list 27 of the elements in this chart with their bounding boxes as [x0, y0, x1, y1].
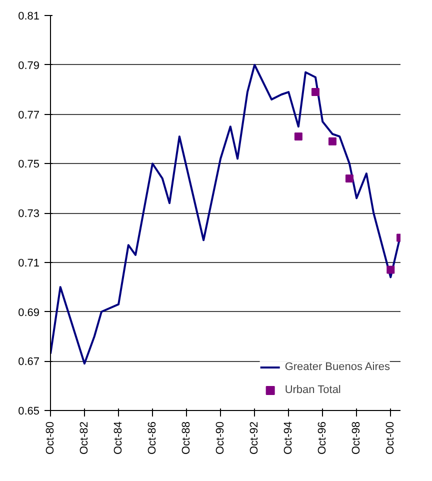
point: [311, 88, 320, 96]
y-tick-label: 0.73: [18, 208, 40, 220]
x-tick-label: Oct-90: [214, 421, 227, 455]
x-tick-label: Oct-80: [44, 421, 56, 455]
legend-label: Urban Total: [284, 384, 341, 396]
y-tick-label: 0.67: [18, 356, 40, 368]
y-tick-label: 0.79: [18, 60, 40, 72]
x-tick-label: Oct-88: [180, 421, 193, 455]
point: [328, 137, 336, 146]
x-tick-label: Oct-82: [78, 421, 90, 455]
y-tick-label: 0.75: [18, 158, 40, 171]
point: [345, 174, 354, 182]
x-tick-label: Oct-96: [316, 421, 329, 455]
point: [294, 132, 302, 140]
point: [386, 266, 395, 274]
y-tick-label: 0.81: [18, 10, 40, 22]
legend-label: Greater Buenos Aires: [284, 361, 390, 373]
y-tick-label: 0.65: [18, 406, 40, 418]
y-tick-label: 0.69: [18, 306, 40, 319]
x-tick-label: Oct-92: [248, 421, 261, 455]
x-tick-label: Oct-86: [146, 421, 159, 455]
y-tick-label: 0.71: [18, 257, 40, 270]
x-tick-label: Oct-94: [282, 421, 295, 455]
x-tick-label: Oct-00: [384, 421, 397, 455]
x-tick-label: Oct-98: [350, 421, 363, 455]
y-tick-label: 0.77: [18, 109, 40, 122]
x-tick-label: Oct-84: [112, 421, 125, 455]
